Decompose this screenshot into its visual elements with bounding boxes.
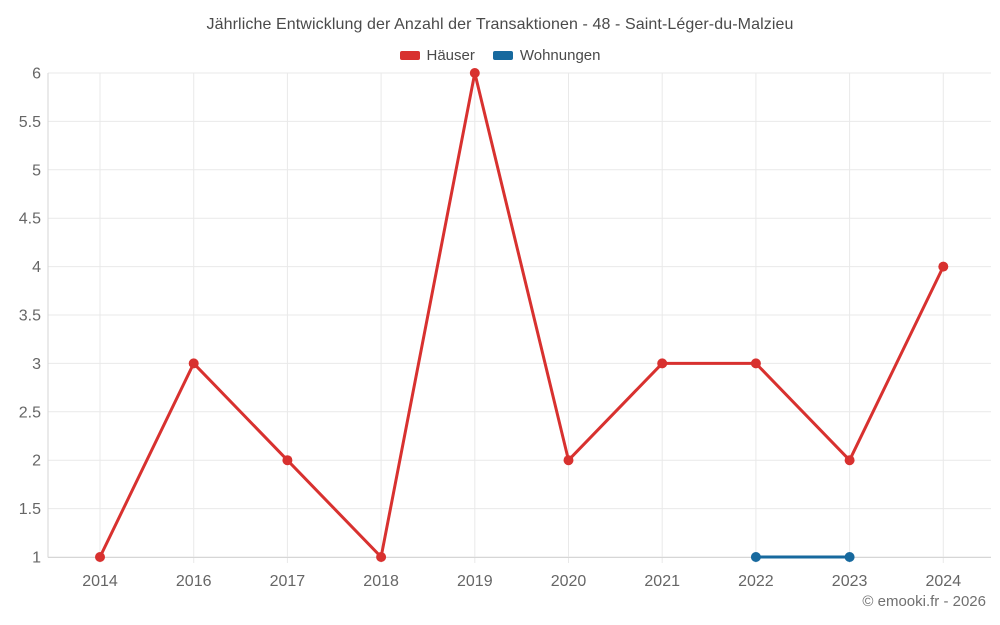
x-axis-tick-label: 2021 xyxy=(644,573,680,590)
x-axis-tick-label: 2019 xyxy=(457,573,493,590)
y-axis-tick-label: 3.5 xyxy=(19,308,41,325)
legend-label-wohnungen: Wohnungen xyxy=(519,47,601,64)
y-axis-tick-label: 6 xyxy=(32,66,41,83)
y-axis-tick-label: 1.5 xyxy=(19,501,41,518)
data-point-wohnungen-2023[interactable] xyxy=(844,552,855,562)
y-axis-tick-label: 1 xyxy=(32,550,41,567)
x-axis-tick-label: 2024 xyxy=(926,573,962,590)
y-axis-tick-label: 3 xyxy=(32,356,41,373)
data-point-h-user-2016[interactable] xyxy=(188,358,199,369)
x-axis-tick-label: 2018 xyxy=(363,573,399,590)
data-point-h-user-2024[interactable] xyxy=(938,261,949,272)
data-point-wohnungen-2022[interactable] xyxy=(750,552,761,562)
data-point-h-user-2019[interactable] xyxy=(469,68,480,78)
legend-label-hauser: Häuser xyxy=(426,47,475,64)
copyright-watermark: © emooki.fr - 2026 xyxy=(862,593,986,610)
x-axis-tick-label: 2022 xyxy=(738,573,774,590)
y-axis-tick-label: 2.5 xyxy=(19,404,41,421)
x-axis-tick-label: 2016 xyxy=(176,573,212,590)
legend: Häuser Wohnungen xyxy=(0,47,1000,64)
data-point-h-user-2014[interactable] xyxy=(95,552,105,562)
wohnungen-series-swatch-icon xyxy=(492,51,513,60)
data-point-h-user-2017[interactable] xyxy=(282,455,293,466)
chart-title: Jährliche Entwicklung der Anzahl der Tra… xyxy=(206,16,794,33)
legend-item-hauser[interactable]: Häuser xyxy=(399,47,475,64)
y-axis-tick-label: 5.5 xyxy=(19,114,41,131)
data-point-h-user-2021[interactable] xyxy=(657,358,668,369)
data-point-h-user-2018[interactable] xyxy=(376,552,387,562)
y-axis-tick-label: 4.5 xyxy=(19,211,41,228)
series-line-h-user xyxy=(98,71,945,559)
x-axis-tick-label: 2017 xyxy=(270,573,306,590)
data-point-h-user-2023[interactable] xyxy=(844,455,855,466)
hauser-series-swatch-icon xyxy=(399,51,420,60)
data-point-h-user-2022[interactable] xyxy=(750,358,761,369)
x-axis-tick-label: 2014 xyxy=(82,573,118,590)
y-axis-tick-label: 5 xyxy=(32,162,41,179)
y-axis-tick-label: 2 xyxy=(32,453,41,470)
data-point-h-user-2020[interactable] xyxy=(563,455,574,466)
x-axis-tick-label: 2023 xyxy=(832,573,868,590)
y-axis-tick-label: 4 xyxy=(32,259,41,276)
legend-item-wohnungen[interactable]: Wohnungen xyxy=(492,47,601,64)
x-axis-tick-label: 2020 xyxy=(551,573,587,590)
